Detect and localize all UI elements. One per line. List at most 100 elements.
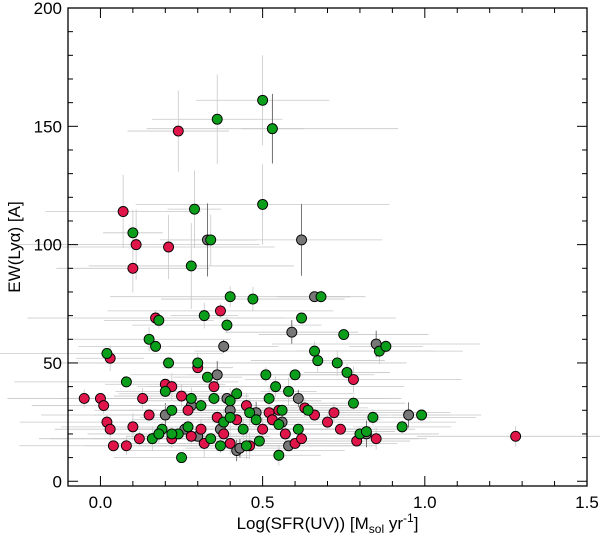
data-point-green xyxy=(247,293,259,305)
x-axis-title: Log(SFR(UV)) [Msol yr-1] xyxy=(237,511,419,536)
data-point-red xyxy=(104,423,116,435)
data-point-green xyxy=(276,404,288,416)
data-point-red xyxy=(120,440,132,452)
data-point-green xyxy=(163,357,175,369)
data-point-green xyxy=(211,113,223,125)
data-point-green xyxy=(273,419,285,430)
data-point-green xyxy=(270,381,282,393)
x-tick-label: 1.0 xyxy=(413,493,437,512)
data-point-green xyxy=(257,94,269,106)
data-point-green xyxy=(253,435,265,447)
data-point-red xyxy=(185,430,197,442)
data-point-green xyxy=(240,440,252,452)
data-point-green xyxy=(244,407,256,419)
data-point-green xyxy=(153,428,165,440)
data-point-green xyxy=(250,414,262,426)
data-point-red xyxy=(143,409,155,421)
x-tick-label: 0.0 xyxy=(89,493,113,512)
data-points xyxy=(78,94,522,464)
data-point-red xyxy=(224,437,236,449)
x-axis-title-end: ] xyxy=(414,514,419,533)
data-point-green xyxy=(120,376,132,388)
data-point-green xyxy=(296,312,307,324)
data-point-green xyxy=(257,198,269,210)
data-point-red xyxy=(172,125,184,137)
data-point-green xyxy=(195,400,207,411)
data-point-green xyxy=(224,395,236,407)
data-point-green xyxy=(198,310,210,322)
data-point-green xyxy=(101,348,113,359)
data-point-red xyxy=(279,428,291,440)
data-point-green xyxy=(416,409,428,421)
data-point-green xyxy=(309,345,320,357)
data-point-red xyxy=(182,404,194,416)
data-point-red xyxy=(348,374,359,385)
y-tick-label: 50 xyxy=(43,354,62,373)
y-tick-label: 200 xyxy=(34,0,62,18)
data-point-red xyxy=(137,392,149,404)
data-point-green xyxy=(273,449,285,461)
data-point-green xyxy=(127,227,139,239)
data-point-green xyxy=(189,203,200,215)
data-point-red xyxy=(322,416,333,428)
data-point-red xyxy=(127,421,139,433)
data-point-red xyxy=(195,423,207,435)
data-point-grey xyxy=(286,326,298,338)
data-point-green xyxy=(159,385,171,397)
data-point-green xyxy=(283,385,295,397)
data-point-grey xyxy=(218,340,230,352)
x-axis-title-mid: yr xyxy=(384,514,403,533)
data-point-green xyxy=(237,423,249,435)
data-point-green xyxy=(360,426,372,438)
data-point-green xyxy=(166,428,178,440)
data-point-green xyxy=(205,234,217,246)
data-point-red xyxy=(176,390,187,402)
data-point-red xyxy=(296,433,307,445)
data-point-green xyxy=(266,123,278,135)
data-point-grey xyxy=(292,392,304,404)
data-point-green xyxy=(348,397,359,409)
data-point-green xyxy=(302,404,314,416)
data-point-grey xyxy=(403,409,415,421)
data-point-green xyxy=(215,440,226,452)
data-point-green xyxy=(192,357,204,369)
data-point-grey xyxy=(211,369,223,381)
data-point-green xyxy=(202,371,213,383)
x-axis-title-sub: sol xyxy=(369,522,384,536)
data-point-green xyxy=(396,421,408,433)
data-point-red xyxy=(107,440,119,452)
data-point-red xyxy=(130,239,142,251)
y-tick-label: 100 xyxy=(34,236,62,255)
y-tick-label: 0 xyxy=(53,472,62,491)
data-point-red xyxy=(98,400,110,411)
data-point-green xyxy=(263,392,275,404)
data-point-green xyxy=(143,333,155,345)
data-point-green xyxy=(182,421,194,433)
data-point-red xyxy=(370,433,382,445)
data-point-red xyxy=(127,262,139,274)
data-point-green xyxy=(367,411,379,423)
data-point-red xyxy=(510,430,522,442)
data-point-green xyxy=(150,340,162,352)
data-point-green xyxy=(166,404,178,416)
data-point-green xyxy=(205,433,217,445)
x-axis-title-sup: -1 xyxy=(403,511,414,525)
data-point-green xyxy=(315,291,327,303)
data-point-red xyxy=(78,392,90,404)
x-tick-label: 1.5 xyxy=(575,493,599,512)
data-point-red xyxy=(335,423,346,435)
data-point-red xyxy=(163,241,175,253)
data-point-green xyxy=(260,369,272,381)
data-point-green xyxy=(231,388,243,400)
data-point-grey xyxy=(296,234,307,246)
y-tick-label: 150 xyxy=(34,117,62,136)
data-point-green xyxy=(176,452,187,464)
data-point-red xyxy=(208,381,220,393)
x-axis-title-main: Log(SFR(UV)) [M xyxy=(237,514,369,533)
data-point-green xyxy=(338,329,350,341)
data-point-red xyxy=(328,407,340,419)
data-point-green xyxy=(224,291,236,303)
data-point-red xyxy=(117,206,129,217)
y-axis-title: EW(Lyα) [A] xyxy=(5,201,24,292)
